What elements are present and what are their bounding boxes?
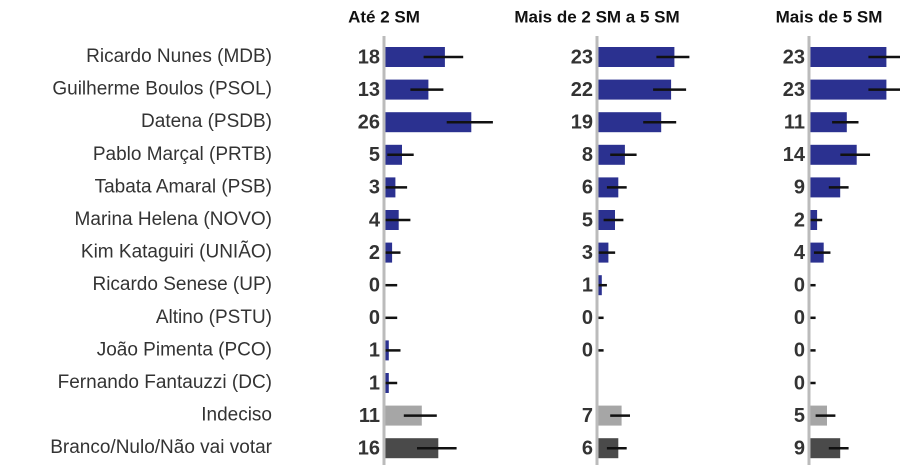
bar xyxy=(810,438,841,459)
bar xyxy=(598,47,675,67)
category-label: Pablo Marçal (PRTB) xyxy=(93,144,272,165)
bar xyxy=(385,79,429,100)
value-label: 18 xyxy=(358,46,380,68)
value-label: 2 xyxy=(369,242,380,264)
value-label: 22 xyxy=(571,79,593,101)
value-label: 5 xyxy=(582,209,593,231)
value-label: 0 xyxy=(369,274,380,296)
category-label: Altino (PSTU) xyxy=(156,307,272,328)
category-label: Marina Helena (NOVO) xyxy=(75,209,272,230)
value-label: 23 xyxy=(783,46,805,68)
value-label: 0 xyxy=(582,307,593,329)
value-label: 14 xyxy=(783,144,806,166)
value-label: 0 xyxy=(794,340,805,362)
value-label: 1 xyxy=(369,372,380,394)
value-label: 9 xyxy=(794,177,805,199)
panel-title: Até 2 SM xyxy=(348,7,420,26)
value-label: 4 xyxy=(369,209,381,231)
bar xyxy=(385,47,445,67)
bar xyxy=(598,79,672,100)
value-label: 0 xyxy=(369,307,380,329)
category-label: João Pimenta (PCO) xyxy=(97,339,272,360)
value-label: 5 xyxy=(369,144,380,166)
category-label: Ricardo Nunes (MDB) xyxy=(86,46,272,67)
value-label: 1 xyxy=(582,274,593,296)
panel-title: Mais de 2 SM a 5 SM xyxy=(514,7,679,26)
bar xyxy=(810,177,841,198)
category-label: Indeciso xyxy=(201,405,272,426)
value-label: 9 xyxy=(794,437,805,459)
value-label: 3 xyxy=(582,242,593,264)
value-label: 8 xyxy=(582,144,593,166)
value-label: 16 xyxy=(358,437,380,459)
value-label: 5 xyxy=(794,405,805,427)
category-label: Ricardo Senese (UP) xyxy=(92,274,272,295)
value-label: 1 xyxy=(369,340,380,362)
value-label: 26 xyxy=(358,111,380,133)
bar xyxy=(385,112,472,133)
bar xyxy=(810,79,887,100)
category-label: Guilherme Boulos (PSOL) xyxy=(52,79,272,100)
value-label: 11 xyxy=(359,405,380,427)
value-label: 0 xyxy=(794,307,805,329)
value-label: 7 xyxy=(582,405,593,427)
value-label: 19 xyxy=(571,111,593,133)
value-label: 23 xyxy=(571,46,593,68)
category-label: Datena (PSDB) xyxy=(141,111,272,132)
bar xyxy=(810,144,857,165)
value-label: 6 xyxy=(582,177,593,199)
panel-title: Mais de 5 SM xyxy=(776,7,883,26)
bar xyxy=(810,47,887,67)
value-label: 0 xyxy=(582,340,593,362)
value-label: 4 xyxy=(794,242,806,264)
value-label: 6 xyxy=(582,437,593,459)
value-label: 11 xyxy=(784,111,805,133)
value-label: 0 xyxy=(794,274,805,296)
bar xyxy=(598,405,622,426)
value-label: 23 xyxy=(783,79,805,101)
category-label: Fernando Fantauzzi (DC) xyxy=(58,372,272,393)
bar xyxy=(810,112,847,133)
category-label: Kim Kataguiri (UNIÃO) xyxy=(81,241,272,263)
value-label: 13 xyxy=(358,79,380,101)
value-label: 2 xyxy=(794,209,805,231)
category-label: Tabata Amaral (PSB) xyxy=(95,176,272,197)
bar xyxy=(598,112,662,133)
category-label: Branco/Nulo/Não vai votar xyxy=(50,437,272,458)
value-label: 3 xyxy=(369,177,380,199)
value-label: 0 xyxy=(794,372,805,394)
bar xyxy=(385,438,439,459)
bar xyxy=(385,405,422,426)
